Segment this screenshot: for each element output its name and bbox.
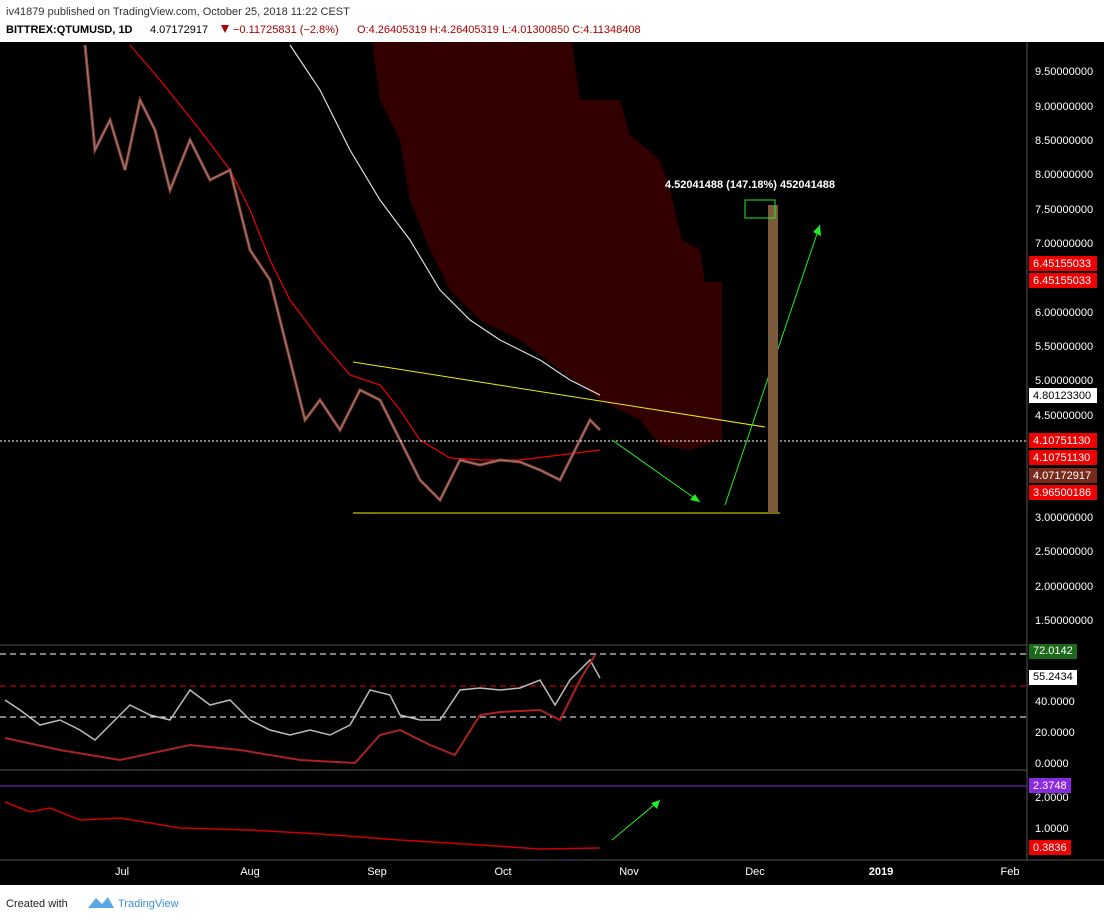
tag-bg bbox=[1029, 388, 1097, 403]
logo bbox=[88, 897, 114, 908]
rsi-signal bbox=[4, 654, 596, 765]
tag: 55.2434 bbox=[1033, 671, 1073, 683]
footer-text: Created with bbox=[6, 898, 68, 910]
price: 4.07172917 bbox=[150, 24, 208, 36]
tick: 2.00000000 bbox=[1035, 581, 1093, 593]
tick: Jul bbox=[115, 866, 129, 878]
tag-bg bbox=[1029, 468, 1097, 483]
publisher: iv41879 published on TradingView.com, Oc… bbox=[6, 6, 350, 18]
tick: 4.50000000 bbox=[1035, 410, 1093, 422]
tick: 8.50000000 bbox=[1035, 135, 1093, 147]
target-box bbox=[744, 199, 776, 219]
trendline bbox=[352, 361, 766, 428]
tag-bg bbox=[1029, 256, 1097, 271]
tick: 20.0000 bbox=[1035, 727, 1075, 739]
tick: 7.50000000 bbox=[1035, 204, 1093, 216]
tick: Aug bbox=[240, 866, 260, 878]
tick: 7.00000000 bbox=[1035, 238, 1093, 250]
change: −0.11725831 (−2.8%) bbox=[233, 24, 339, 36]
tag: 4.80123300 bbox=[1033, 390, 1091, 402]
tick: Dec bbox=[745, 866, 765, 878]
ohlc: O:4.26405319 H:4.26405319 L:4.01300850 C… bbox=[357, 24, 641, 36]
tick: 9.00000000 bbox=[1035, 101, 1093, 113]
tick: 8.00000000 bbox=[1035, 169, 1093, 181]
tick: 2.0000 bbox=[1035, 792, 1069, 804]
down-icon bbox=[221, 25, 229, 33]
tag: 4.10751130 bbox=[1033, 435, 1090, 447]
arrow bbox=[611, 439, 701, 503]
measure-label: 4.52041488 (147.18%) 452041488 bbox=[665, 179, 835, 191]
tag-bg bbox=[1029, 644, 1077, 659]
tag-bg bbox=[1029, 485, 1097, 500]
tag: 2.3748 bbox=[1033, 780, 1067, 792]
cloud bbox=[355, 42, 722, 450]
ma-white bbox=[289, 44, 601, 396]
tick: Sep bbox=[367, 866, 387, 878]
tag: 4.10751130 bbox=[1033, 452, 1090, 464]
tick: Oct bbox=[494, 866, 511, 878]
tag: 4.07172917 bbox=[1033, 470, 1091, 482]
tick: 0.0000 bbox=[1035, 758, 1069, 770]
ma-red bbox=[129, 44, 601, 461]
tick: 40.0000 bbox=[1035, 696, 1075, 708]
tag: 6.45155033 bbox=[1033, 258, 1091, 270]
tick: 2019 bbox=[869, 866, 893, 878]
tag-bg bbox=[1029, 670, 1077, 685]
tick: 1.0000 bbox=[1035, 823, 1069, 835]
time-axis: Jul Aug Sep Oct Nov Dec 2019 Feb bbox=[115, 866, 1020, 878]
arrow-head bbox=[651, 800, 660, 809]
tag-bg bbox=[1029, 840, 1071, 855]
tick: 6.00000000 bbox=[1035, 307, 1093, 319]
tick: 1.50000000 bbox=[1035, 615, 1093, 627]
tag-bg bbox=[1029, 450, 1097, 465]
brand[interactable]: TradingView bbox=[118, 898, 179, 910]
tag: 6.45155033 bbox=[1033, 275, 1091, 287]
tick: 3.00000000 bbox=[1035, 512, 1093, 524]
arrow bbox=[611, 799, 661, 841]
price-axis: 9.50000000 9.00000000 8.50000000 8.00000… bbox=[1035, 66, 1093, 627]
measure-bar bbox=[768, 205, 778, 513]
lower-line bbox=[4, 801, 601, 850]
tag: 72.0142 bbox=[1033, 645, 1073, 657]
price-wicks bbox=[84, 44, 601, 501]
tag-bg bbox=[1029, 433, 1097, 448]
tag-bg bbox=[1029, 273, 1097, 288]
symbol: BITTREX:QTUMUSD, 1D bbox=[6, 24, 133, 36]
tag: 0.3836 bbox=[1033, 842, 1067, 854]
tick: 2.50000000 bbox=[1035, 546, 1093, 558]
arrow-head bbox=[813, 225, 821, 236]
tick: Feb bbox=[1001, 866, 1020, 878]
tag: 3.96500186 bbox=[1033, 487, 1091, 499]
header-bg bbox=[0, 0, 1104, 42]
price-tags: 6.45155033 6.45155033 4.80123300 4.10751… bbox=[1029, 256, 1097, 500]
tick: Nov bbox=[619, 866, 639, 878]
tick: 5.50000000 bbox=[1035, 341, 1093, 353]
arrow-head bbox=[690, 494, 700, 502]
tag-bg bbox=[1029, 778, 1071, 793]
rsi-line bbox=[4, 658, 601, 741]
tick: 5.00000000 bbox=[1035, 375, 1093, 387]
tick: 9.50000000 bbox=[1035, 66, 1093, 78]
